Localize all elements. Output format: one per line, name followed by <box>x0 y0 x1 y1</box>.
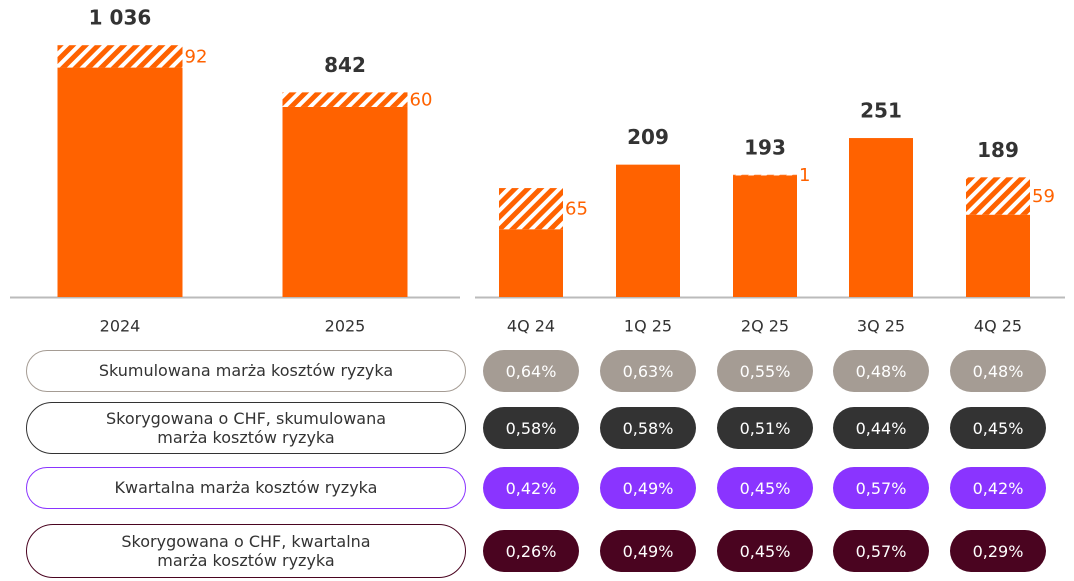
bar-segment <box>616 164 680 297</box>
x-tick-label: 4Q 24 <box>507 317 555 336</box>
bar-segment <box>966 214 1030 297</box>
hatched-segment <box>499 188 563 230</box>
total-label: 209 <box>627 125 669 149</box>
value-pill: 0,42% <box>483 467 579 509</box>
x-tick-label: 2Q 25 <box>741 317 789 336</box>
row-label: Skorygowana o CHF, skumulowana marża kos… <box>26 402 466 454</box>
segment-label: 1 <box>799 165 810 186</box>
total-label: 251 <box>860 99 902 123</box>
hatched-segment <box>966 177 1030 215</box>
bar-segment <box>282 106 408 297</box>
segment-label: 65 <box>565 199 588 220</box>
value-pill: 0,64% <box>483 350 579 392</box>
value-pill: 0,57% <box>833 467 929 509</box>
total-label: 189 <box>977 138 1019 162</box>
bar-segment <box>57 67 183 297</box>
value-pill: 0,63% <box>600 350 696 392</box>
total-label: 1 036 <box>89 6 152 30</box>
segment-label: 92 <box>185 46 208 67</box>
hatched-segment <box>57 45 183 68</box>
value-pill: 0,48% <box>833 350 929 392</box>
hatched-segment <box>733 174 797 176</box>
row-label: Skorygowana o CHF, kwartalna marża koszt… <box>26 524 466 578</box>
row-label: Kwartalna marża kosztów ryzyka <box>26 467 466 509</box>
x-tick-label: 2025 <box>325 317 366 336</box>
segment-label: 59 <box>1032 186 1055 207</box>
value-pill: 0,49% <box>600 467 696 509</box>
bar-segment <box>849 138 913 297</box>
value-pill: 0,26% <box>483 530 579 572</box>
x-tick-label: 3Q 25 <box>857 317 905 336</box>
value-pill: 0,49% <box>600 530 696 572</box>
value-pill: 0,45% <box>717 467 813 509</box>
value-pill: 0,45% <box>717 530 813 572</box>
x-tick-label: 1Q 25 <box>624 317 672 336</box>
hatched-segment <box>282 92 408 107</box>
value-pill: 0,45% <box>950 407 1046 449</box>
value-pill: 0,44% <box>833 407 929 449</box>
bar-segment <box>733 175 797 297</box>
value-pill: 0,48% <box>950 350 1046 392</box>
value-pill: 0,42% <box>950 467 1046 509</box>
value-pill: 0,29% <box>950 530 1046 572</box>
total-label: 193 <box>744 135 786 159</box>
chart: 92 1 036 2024 60 842 2025 65 4Q 24 209 1Q 25 1 193 2… <box>10 6 1065 336</box>
total-label: 842 <box>324 53 366 77</box>
bar-segment <box>499 229 563 297</box>
value-pill: 0,55% <box>717 350 813 392</box>
value-pill: 0,58% <box>483 407 579 449</box>
segment-label: 60 <box>410 90 433 111</box>
value-pill: 0,58% <box>600 407 696 449</box>
value-pill: 0,57% <box>833 530 929 572</box>
row-label: Skumulowana marża kosztów ryzyka <box>26 350 466 392</box>
value-pill: 0,51% <box>717 407 813 449</box>
x-tick-label: 4Q 25 <box>974 317 1022 336</box>
x-tick-label: 2024 <box>100 317 141 336</box>
